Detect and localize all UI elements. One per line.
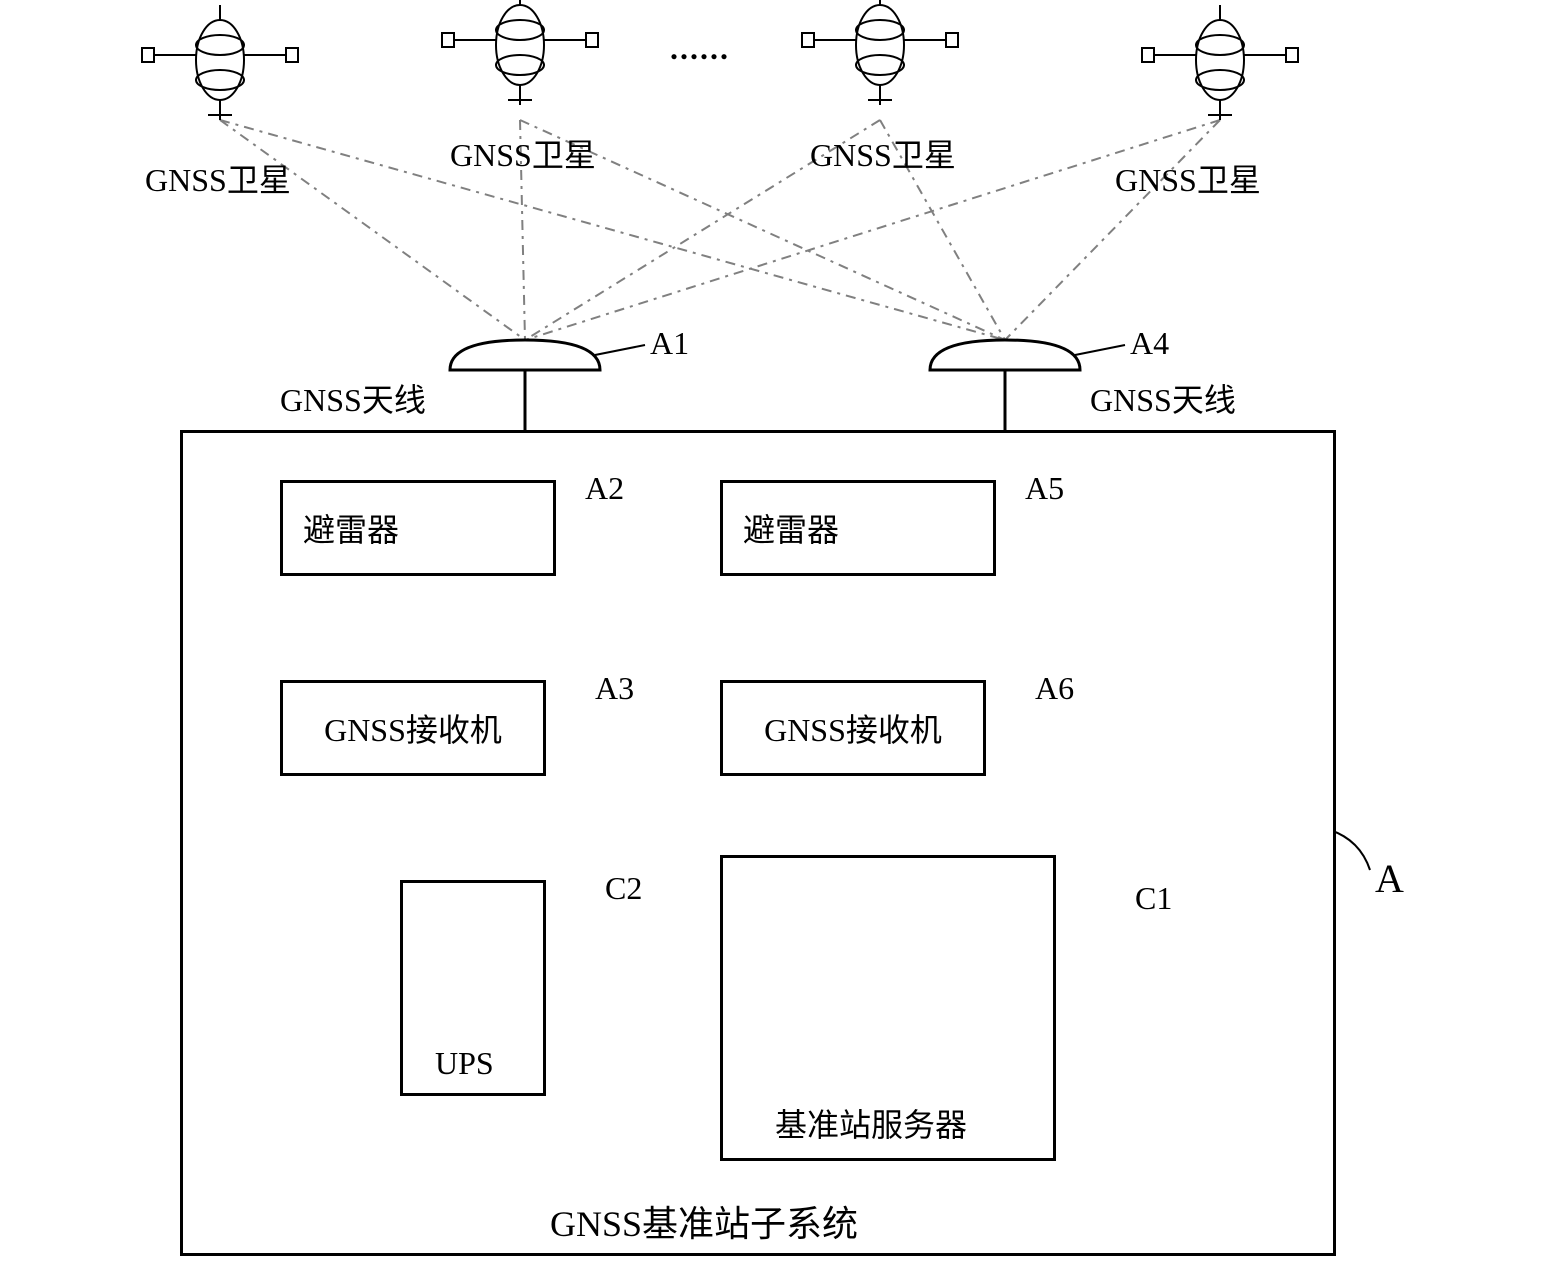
receiver-right-label: GNSS接收机 — [764, 705, 942, 751]
satellite-label: GNSS卫星 — [450, 130, 596, 176]
arrester-right-box: 避雷器 — [720, 480, 996, 576]
ellipsis-label: ...... — [670, 30, 730, 67]
antenna-right-tag: A4 — [1130, 325, 1169, 362]
receiver-left-tag: A3 — [595, 670, 634, 707]
antenna-icon — [450, 340, 1080, 430]
satellite-label: GNSS卫星 — [810, 130, 956, 176]
ups-label: UPS — [435, 1045, 494, 1082]
ups-tag: C2 — [605, 870, 642, 907]
arrester-right-label: 避雷器 — [743, 505, 839, 551]
receiver-left-box: GNSS接收机 — [280, 680, 546, 776]
antenna-left-label: GNSS天线 — [280, 375, 426, 421]
server-label: 基准站服务器 — [775, 1100, 967, 1146]
arrester-right-tag: A5 — [1025, 470, 1064, 507]
receiver-right-tag: A6 — [1035, 670, 1074, 707]
arrester-left-tag: A2 — [585, 470, 624, 507]
antenna-right-label: GNSS天线 — [1090, 375, 1236, 421]
subsystem-tag: A — [1375, 855, 1404, 902]
subsystem-title: GNSS基准站子系统 — [550, 1195, 858, 1247]
receiver-right-box: GNSS接收机 — [720, 680, 986, 776]
satellite-label: GNSS卫星 — [145, 155, 291, 201]
satellite-label: GNSS卫星 — [1115, 155, 1261, 201]
arrester-left-box: 避雷器 — [280, 480, 556, 576]
receiver-left-label: GNSS接收机 — [324, 705, 502, 751]
arrester-left-label: 避雷器 — [303, 505, 399, 551]
server-tag: C1 — [1135, 880, 1172, 917]
signal-lines — [220, 120, 1220, 340]
antenna-left-tag: A1 — [650, 325, 689, 362]
